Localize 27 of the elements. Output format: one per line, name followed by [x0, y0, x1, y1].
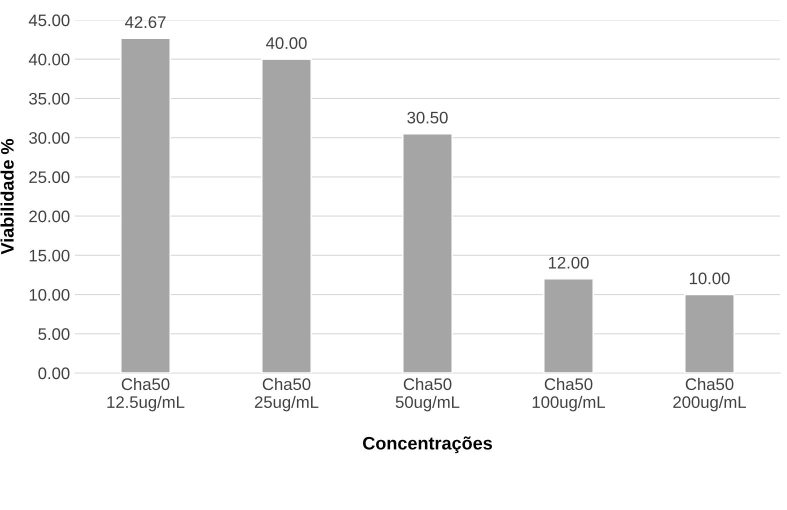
y-tick-label: 45.00 [28, 14, 70, 26]
y-tick-label: 20.00 [29, 210, 70, 222]
data-label: 40.00 [266, 37, 307, 49]
x-tick-label: Cha50 100ug/mL [532, 378, 606, 412]
data-label: 10.00 [690, 272, 730, 284]
x-tick-label: Cha50 50ug/mL [396, 378, 460, 412]
x-axis-title: Concentrações [363, 436, 492, 454]
y-tick-label: 10.00 [30, 288, 70, 301]
y-tick-label: 15.00 [30, 250, 70, 262]
bar [261, 58, 312, 373]
y-tick-label: 0.00 [38, 367, 70, 380]
x-tick-label: Cha50 200ug/mL [673, 378, 746, 412]
y-tick-label: 35.00 [29, 92, 70, 105]
x-tick-label: Cha50 12.5ug/mL [107, 378, 184, 412]
y-tick-label: 25.00 [29, 171, 70, 184]
y-tick-label: 40.00 [28, 54, 70, 66]
bar [120, 38, 171, 373]
y-tick-label: 30.00 [29, 132, 70, 144]
bar [543, 278, 594, 373]
data-label: 42.67 [125, 16, 166, 28]
y-tick-label: 5.00 [38, 328, 70, 340]
bar [684, 294, 735, 373]
data-label: 12.00 [548, 256, 589, 269]
x-tick-label: Cha50 25ug/mL [254, 378, 318, 412]
y-axis-title: Viabilidade % [0, 138, 14, 254]
data-label: 30.50 [407, 112, 448, 124]
bar [402, 133, 453, 373]
